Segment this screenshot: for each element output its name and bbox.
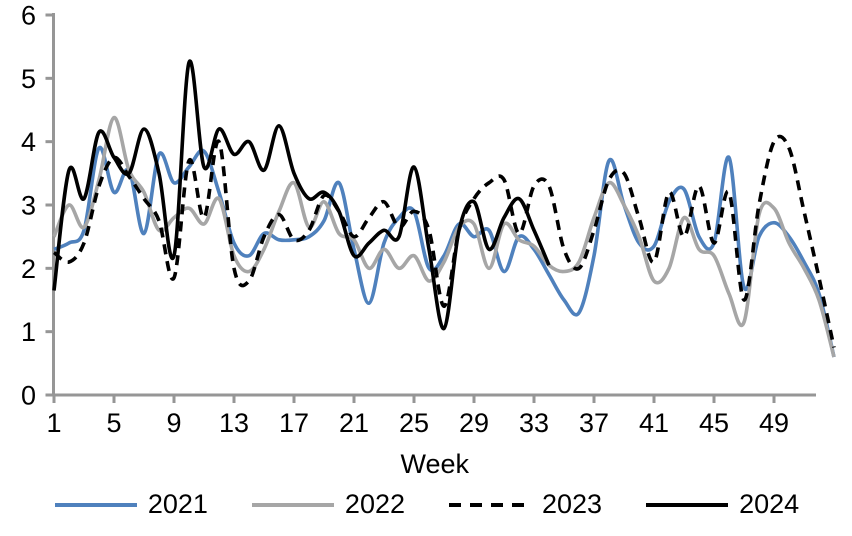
x-tick-label: 13	[219, 408, 249, 438]
x-tick-label: 17	[279, 408, 309, 438]
x-tick-label: 49	[759, 408, 789, 438]
x-tick-label: 21	[339, 408, 369, 438]
series-line-2024	[52, 59, 551, 331]
x-tick-label: 1	[46, 408, 61, 438]
legend-swatch-2023	[449, 502, 531, 507]
x-tick-label: 5	[106, 408, 121, 438]
series-line-2023	[52, 134, 836, 348]
legend-label-2022: 2022	[344, 489, 405, 519]
x-tick-label: 37	[579, 408, 609, 438]
y-tick-label: 1	[21, 317, 36, 347]
chart-legend: 2021 2022 2023 2024	[0, 491, 852, 518]
y-tick-label: 2	[21, 254, 36, 284]
x-tick-label: 9	[166, 408, 181, 438]
x-tick-label: 45	[699, 408, 729, 438]
legend-swatch-2022	[251, 502, 334, 507]
legend-item-2024: 2024	[644, 491, 799, 518]
x-tick-label: 33	[519, 408, 549, 438]
x-tick-label: 29	[459, 408, 489, 438]
legend-item-2023: 2023	[447, 491, 602, 518]
y-tick-label: 5	[21, 64, 36, 94]
x-tick-label: 25	[399, 408, 429, 438]
legend-label-2024: 2024	[739, 489, 800, 519]
y-tick-label: 3	[21, 191, 36, 221]
y-tick-label: 4	[21, 127, 36, 157]
legend-item-2021: 2021	[53, 491, 208, 518]
y-tick-label: 0	[21, 381, 36, 411]
legend-label-2021: 2021	[147, 489, 208, 519]
y-tick-label: 6	[21, 1, 36, 31]
legend-label-2023: 2023	[542, 489, 603, 519]
legend-item-2022: 2022	[250, 491, 405, 518]
legend-swatch-2024	[646, 502, 729, 507]
legend-swatch-2021	[54, 502, 137, 507]
x-axis-title: Week	[400, 449, 469, 479]
x-tick-label: 41	[639, 408, 669, 438]
